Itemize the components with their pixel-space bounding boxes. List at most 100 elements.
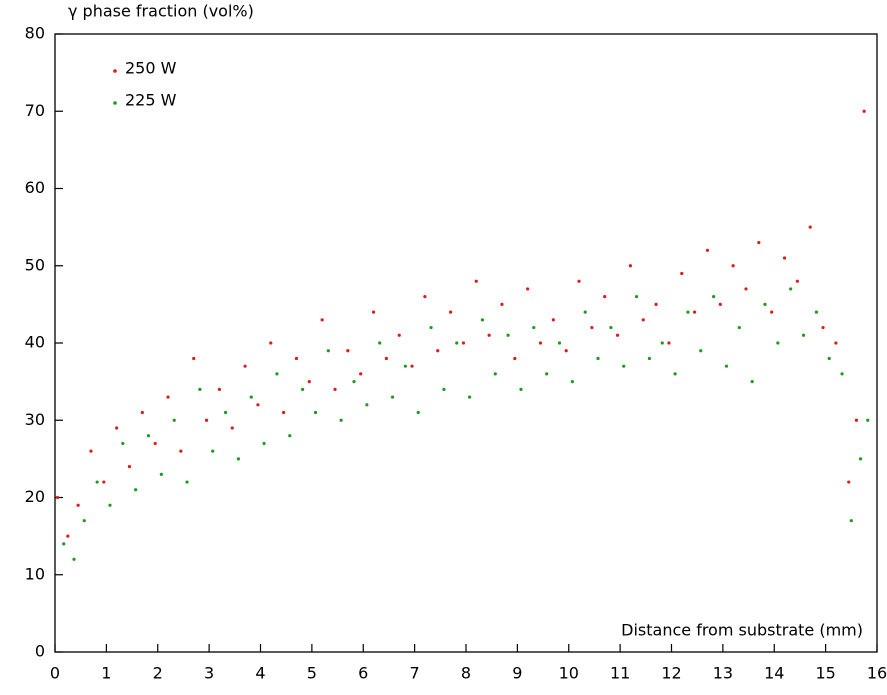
data-point <box>166 395 170 399</box>
legend-marker <box>113 69 117 73</box>
data-point <box>448 310 453 314</box>
x-tick-label: 0 <box>50 664 60 683</box>
data-point <box>849 519 853 523</box>
data-point <box>480 318 485 322</box>
data-point <box>827 356 831 361</box>
data-point <box>198 387 202 391</box>
x-tick-label: 5 <box>307 664 317 683</box>
data-point <box>307 380 311 384</box>
data-point <box>288 434 292 438</box>
data-point <box>840 372 844 376</box>
data-point <box>686 310 690 314</box>
data-point <box>204 418 209 422</box>
data-point <box>108 503 112 507</box>
data-point <box>557 341 562 345</box>
x-tick-label: 12 <box>661 664 681 683</box>
data-point <box>789 287 793 291</box>
legend-label: 225 W <box>125 91 177 110</box>
x-tick-label: 14 <box>764 664 784 683</box>
data-point <box>294 356 299 361</box>
data-point <box>776 341 780 345</box>
data-point <box>403 364 407 368</box>
data-point <box>140 410 144 415</box>
data-point <box>249 395 253 399</box>
data-point <box>862 109 866 113</box>
data-point <box>750 380 754 384</box>
data-point <box>467 395 472 399</box>
data-point <box>230 426 234 430</box>
data-point <box>603 295 607 299</box>
data-point <box>680 271 684 276</box>
y-tick-label: 60 <box>25 178 45 197</box>
x-tick-label: 1 <box>101 664 111 683</box>
data-point <box>410 364 414 368</box>
data-point <box>153 441 157 446</box>
data-point <box>223 410 228 415</box>
data-point <box>854 418 859 422</box>
data-point <box>72 557 76 561</box>
data-point <box>782 256 787 260</box>
y-tick-label: 50 <box>25 255 45 274</box>
data-point <box>384 356 388 361</box>
data-point <box>500 302 504 306</box>
data-point <box>538 341 543 345</box>
data-point <box>416 410 420 415</box>
data-point <box>532 325 536 330</box>
data-point <box>513 356 517 361</box>
data-point <box>429 325 433 330</box>
x-tick-label: 13 <box>713 664 733 683</box>
data-point <box>371 310 376 314</box>
data-point <box>673 372 677 376</box>
data-point <box>62 542 66 546</box>
legend-label: 250 W <box>125 59 177 78</box>
data-point <box>570 380 574 384</box>
data-point <box>699 349 703 353</box>
data-point <box>76 503 80 507</box>
data-point <box>185 480 189 484</box>
data-point <box>724 364 729 368</box>
data-point <box>179 449 183 453</box>
data-point <box>243 364 247 368</box>
data-point <box>628 264 633 268</box>
data-point <box>320 318 324 322</box>
data-point <box>763 302 767 306</box>
data-point <box>269 341 273 345</box>
legend-marker <box>113 101 117 105</box>
data-point <box>217 387 221 391</box>
data-point <box>596 356 600 361</box>
data-point <box>339 418 343 422</box>
data-point <box>834 341 838 345</box>
x-axis-label: Distance from substrate (mm) <box>621 621 863 640</box>
data-point <box>506 333 510 337</box>
data-point <box>326 349 330 353</box>
data-point <box>455 341 459 345</box>
data-point <box>622 364 626 368</box>
data-point <box>390 395 395 399</box>
data-point <box>127 465 132 469</box>
data-point <box>718 302 722 306</box>
x-tick-label: 16 <box>867 664 887 683</box>
data-point <box>55 495 60 500</box>
data-point <box>634 295 639 299</box>
data-point <box>847 480 851 484</box>
data-point <box>102 480 106 484</box>
y-tick-label: 70 <box>25 101 45 120</box>
data-point <box>814 310 818 314</box>
data-point <box>526 287 530 291</box>
data-point <box>423 295 427 299</box>
data-point <box>808 225 812 229</box>
data-point <box>365 403 369 407</box>
y-tick-label: 0 <box>35 642 45 661</box>
data-point <box>487 333 491 337</box>
data-point <box>282 410 286 415</box>
data-point <box>660 341 664 345</box>
data-point <box>172 418 176 422</box>
data-point <box>66 534 70 538</box>
data-point <box>493 372 497 376</box>
y-axis-label: γ phase fraction (vol%) <box>68 2 254 21</box>
data-point <box>236 457 241 461</box>
data-point <box>146 434 151 438</box>
data-point <box>731 264 735 268</box>
data-point <box>801 333 806 337</box>
data-point <box>121 441 125 446</box>
